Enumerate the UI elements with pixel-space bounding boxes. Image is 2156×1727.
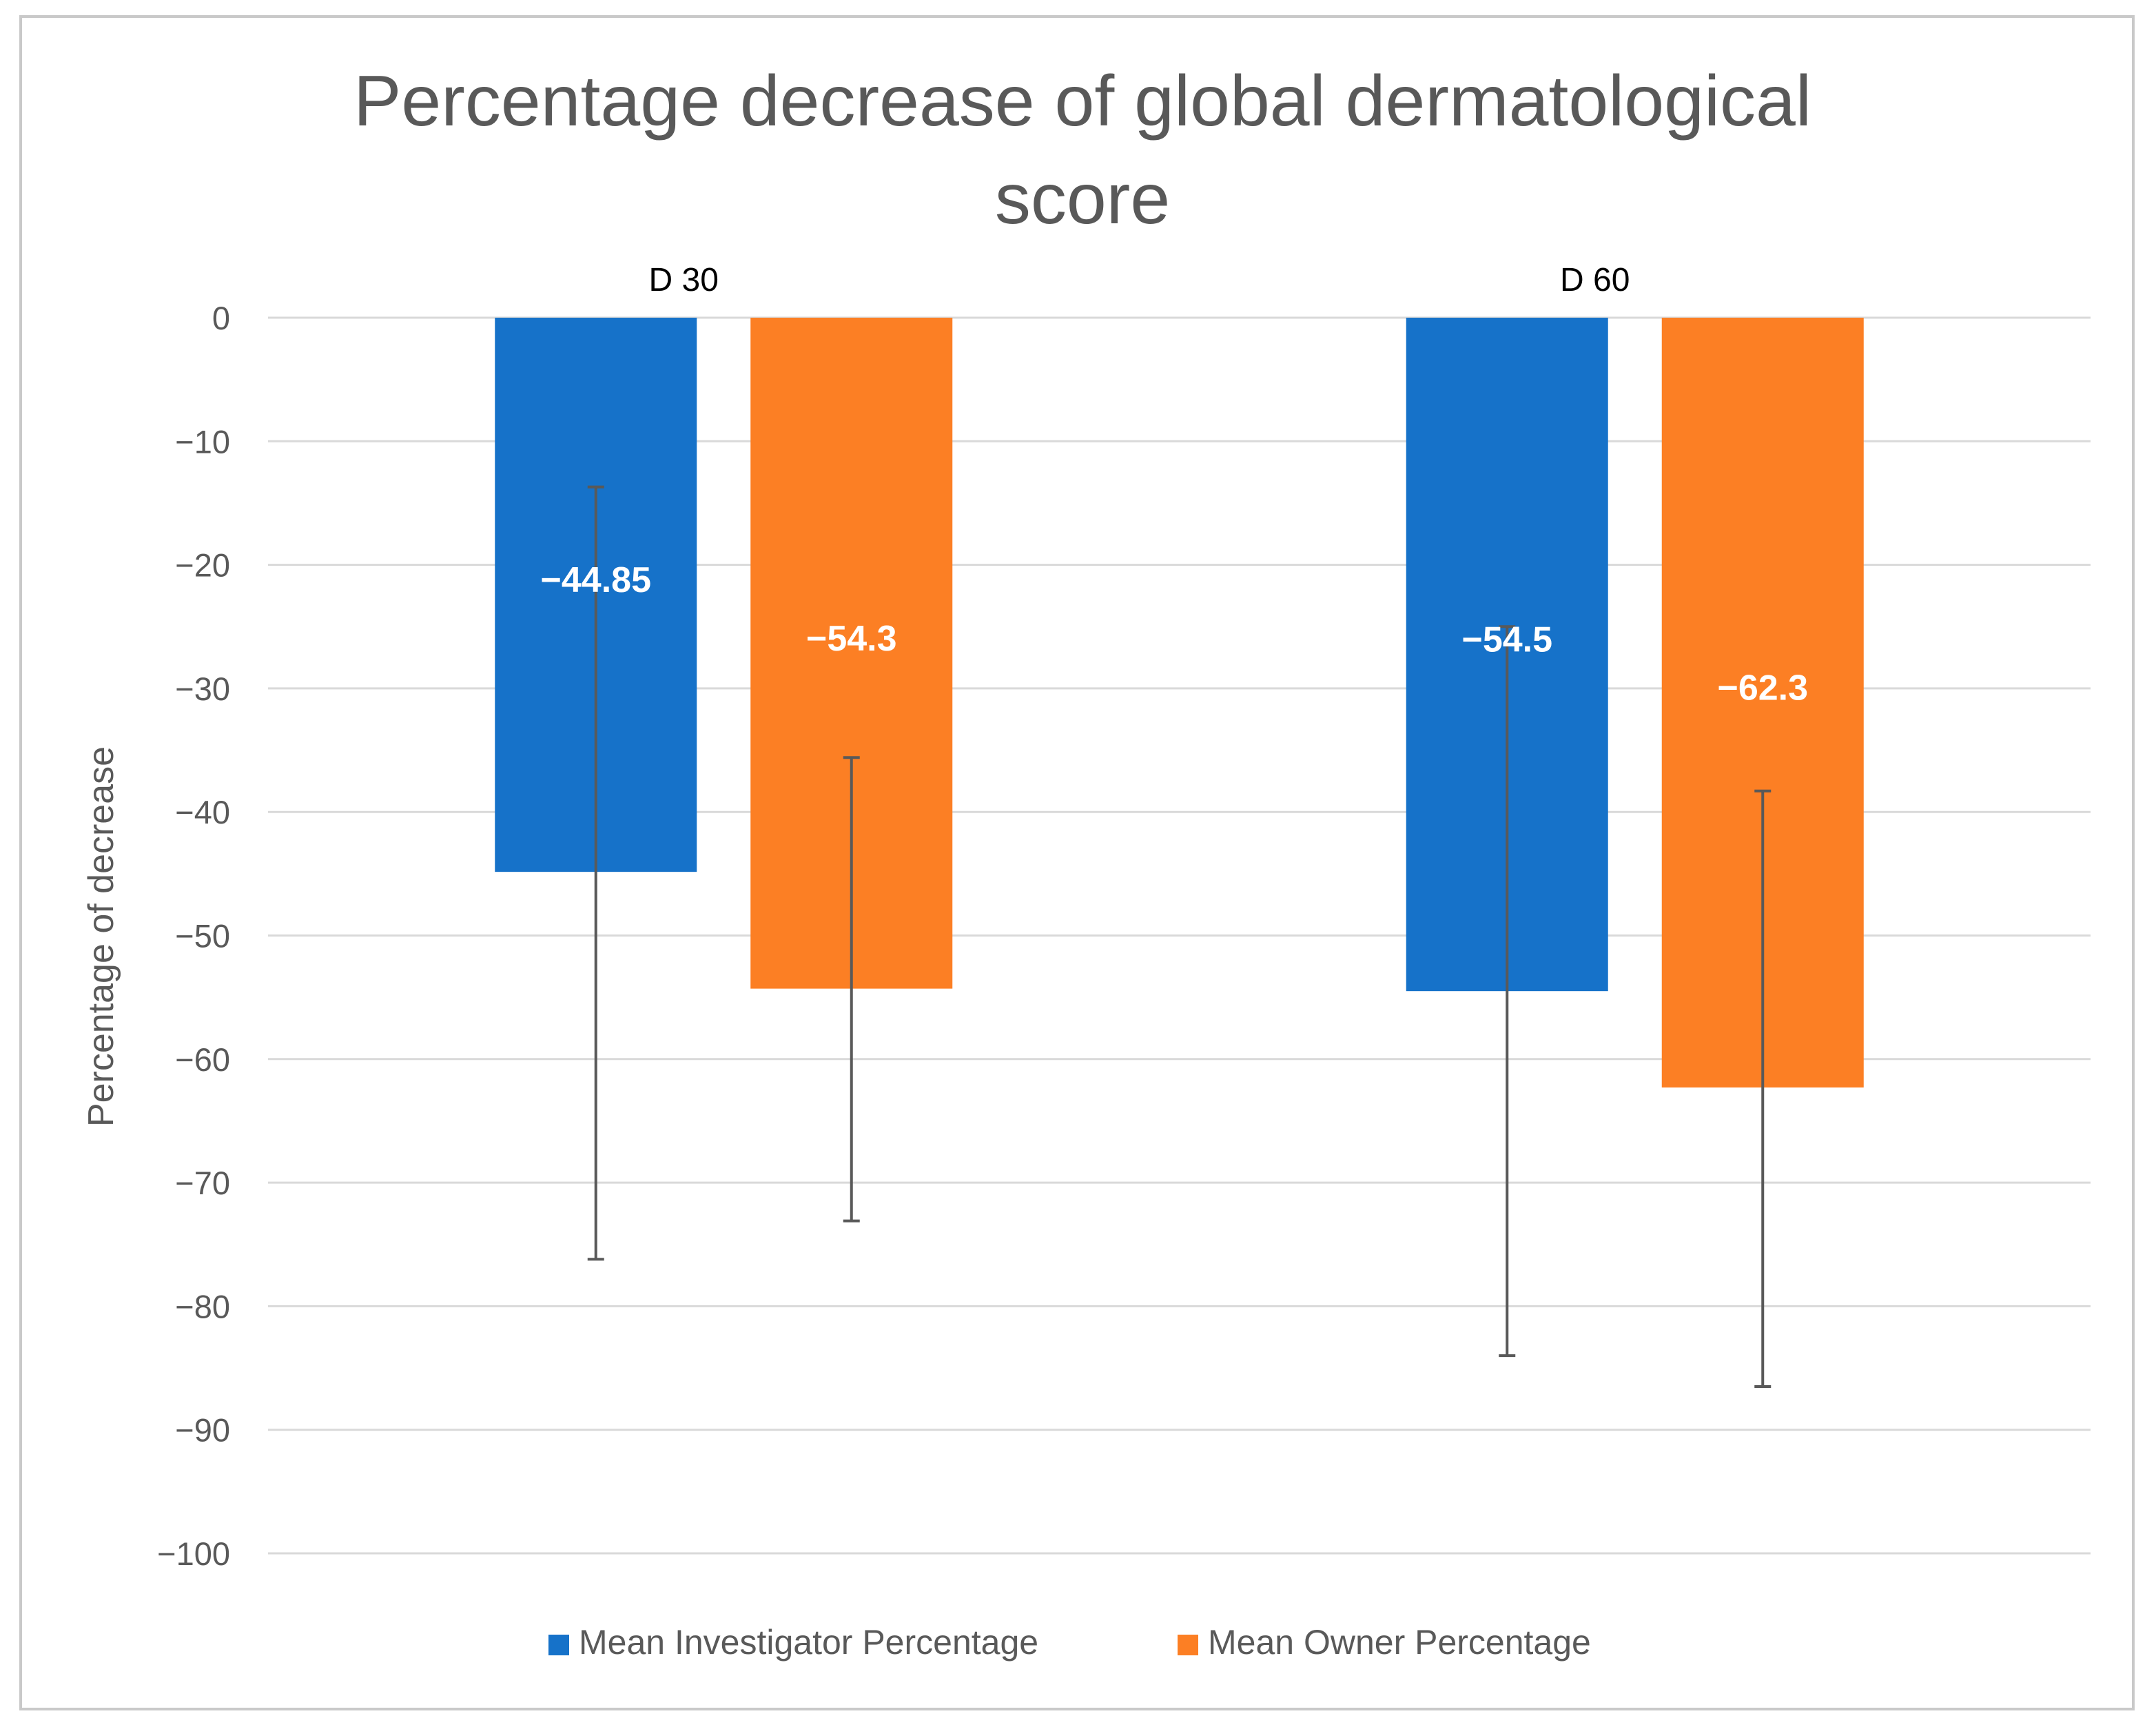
- y-tick-label: −60: [175, 1041, 230, 1078]
- category-label: D 60: [1560, 262, 1630, 298]
- y-tick-label: −80: [175, 1288, 230, 1325]
- chart-title-line-2: score: [995, 159, 1170, 239]
- y-tick-label: −30: [175, 671, 230, 707]
- data-label: −44.85: [541, 560, 652, 600]
- y-tick-label: −100: [157, 1535, 230, 1572]
- legend-owner-label: Mean Owner Percentage: [1208, 1623, 1591, 1662]
- chart-frame: Percentage decrease of global dermatolog…: [19, 15, 2135, 1710]
- legend-owner-swatch: [1178, 1635, 1198, 1655]
- y-tick-label: −40: [175, 794, 230, 830]
- chart-title-line-1: Percentage decrease of global dermatolog…: [353, 61, 1811, 141]
- category-label: D 30: [649, 262, 719, 298]
- data-label: −54.5: [1461, 620, 1552, 660]
- data-label: −62.3: [1717, 668, 1808, 708]
- y-tick-label: −90: [175, 1412, 230, 1449]
- bar-chart: Percentage decrease of global dermatolog…: [81, 61, 2091, 1662]
- legend-investigator-swatch: [548, 1635, 569, 1655]
- y-tick-label: −70: [175, 1165, 230, 1201]
- y-tick-label: −10: [175, 423, 230, 460]
- y-tick-label: 0: [212, 300, 230, 336]
- legend-investigator-label: Mean Investigator Percentage: [579, 1623, 1038, 1662]
- data-label: −54.3: [806, 619, 897, 659]
- y-tick-label: −50: [175, 918, 230, 954]
- y-tick-label: −20: [175, 547, 230, 584]
- y-axis-label: Percentage of decrease: [81, 746, 121, 1127]
